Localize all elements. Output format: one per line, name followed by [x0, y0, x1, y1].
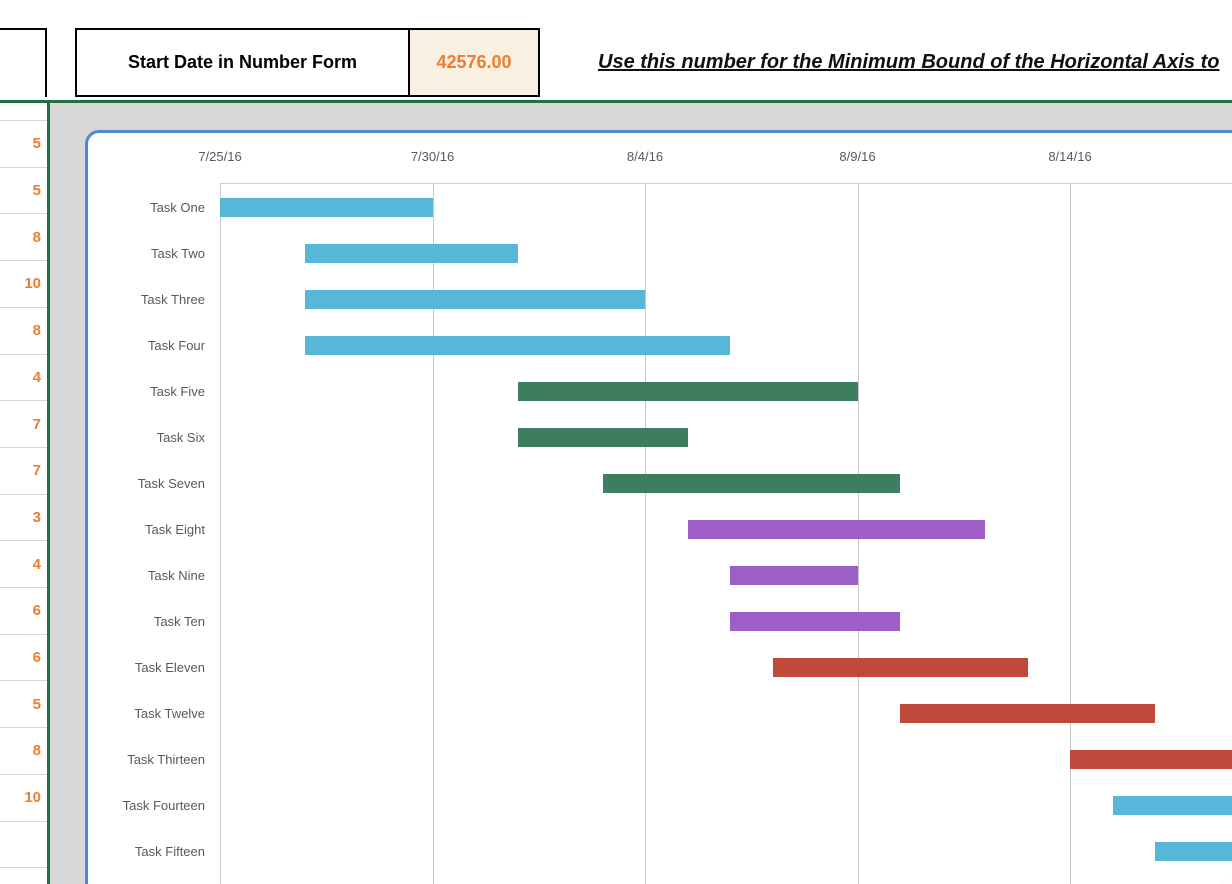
gridline — [220, 183, 221, 884]
axis-tick-label: 8/14/16 — [1048, 149, 1092, 164]
axis-instruction-note[interactable]: Use this number for the Minimum Bound of… — [598, 51, 1220, 73]
chart-background: 7/25/16 7/30/16 8/4/16 8/9/16 8/14/16 Task On… — [50, 103, 1232, 884]
value-axis-line — [220, 183, 1232, 184]
row-duration-cell[interactable]: 5 — [0, 120, 47, 167]
gantt-bar[interactable] — [220, 197, 433, 217]
gantt-bar[interactable] — [305, 335, 730, 355]
task-label: Task Ten — [153, 613, 205, 629]
row-duration-cell[interactable]: 10 — [0, 773, 47, 821]
empty-cell[interactable] — [0, 28, 47, 97]
gantt-row: Task Two — [88, 230, 1232, 276]
task-label: Task Thirteen — [127, 751, 205, 767]
row-duration-cell[interactable]: 7 — [0, 446, 47, 494]
gantt-row: Task One — [88, 184, 1232, 230]
gridline — [645, 183, 646, 884]
task-label: Task Twelve — [134, 705, 205, 721]
task-label: Task Two — [151, 245, 205, 261]
gantt-row: Task Six — [88, 414, 1232, 460]
task-label: Task Three — [140, 291, 205, 307]
row-duration-cell[interactable]: 8 — [0, 306, 47, 354]
gantt-bar[interactable] — [772, 657, 1028, 677]
gantt-row: Task Eight — [88, 506, 1232, 552]
gantt-row: Task Ten — [88, 598, 1232, 644]
task-label: Task Fourteen — [122, 797, 205, 813]
gantt-row: Task Nine — [88, 552, 1232, 598]
task-label: Task Seven — [137, 475, 205, 491]
axis-tick-label: 8/9/16 — [839, 149, 876, 164]
row-duration-cell[interactable]: 4 — [0, 353, 47, 401]
gantt-row: Task Fourteen — [88, 782, 1232, 828]
gantt-bar[interactable] — [900, 703, 1155, 723]
row-duration-cell[interactable]: 10 — [0, 260, 47, 307]
gantt-row: Task Fifteen — [88, 828, 1232, 874]
gantt-bar[interactable] — [602, 473, 900, 493]
row-duration-cell[interactable]: 6 — [0, 587, 47, 634]
gantt-bar[interactable] — [687, 519, 985, 539]
row-duration-cell[interactable] — [0, 820, 47, 868]
gantt-row: Task Three — [88, 276, 1232, 322]
gridline — [1070, 183, 1071, 884]
row-duration-cell[interactable]: 8 — [0, 213, 47, 260]
task-label: Task Eight — [145, 521, 205, 537]
gantt-bar[interactable] — [1155, 841, 1232, 861]
start-date-label-cell[interactable]: Start Date in Number Form — [75, 28, 410, 97]
row-duration-cell[interactable]: 5 — [0, 166, 47, 214]
axis-tick-label: 7/30/16 — [410, 149, 455, 164]
task-label: Task Six — [156, 429, 205, 445]
task-label: Task Five — [150, 383, 205, 399]
task-label: Task Four — [147, 337, 205, 353]
gantt-bar[interactable] — [305, 289, 645, 309]
gantt-bar[interactable] — [1070, 749, 1232, 769]
row-duration-cell[interactable] — [0, 867, 47, 884]
start-date-value-cell[interactable]: 42576.00 — [410, 28, 540, 97]
gantt-bar[interactable] — [1112, 795, 1232, 815]
axis-tick-label: 7/25/16 — [198, 149, 242, 164]
gantt-bar[interactable] — [517, 381, 858, 401]
gantt-chart[interactable]: 7/25/16 7/30/16 8/4/16 8/9/16 8/14/16 Task On… — [85, 130, 1232, 884]
gantt-bar[interactable] — [305, 243, 518, 263]
gantt-row: Task Four — [88, 322, 1232, 368]
row-duration-cell[interactable]: 3 — [0, 493, 47, 541]
gridline — [432, 183, 434, 884]
gantt-row: Task Thirteen — [88, 736, 1232, 782]
gantt-bar[interactable] — [730, 565, 858, 585]
task-label: Task Nine — [147, 567, 205, 583]
row-duration-cell[interactable]: 8 — [0, 727, 47, 774]
row-duration-cell[interactable]: 5 — [0, 680, 47, 727]
axis-tick-label: 8/4/16 — [626, 149, 664, 164]
sheet-border-line-horizontal — [0, 100, 1232, 103]
task-label: Task Eleven — [134, 659, 205, 675]
sheet-border-line-vertical — [47, 100, 50, 884]
row-header-column: 5 5 8 10 8 4 7 7 3 4 6 6 5 8 10 — [0, 0, 47, 884]
gantt-row: Task Eleven — [88, 644, 1232, 690]
gantt-row: Task Five — [88, 368, 1232, 414]
row-duration-cell[interactable]: 7 — [0, 400, 47, 447]
gantt-bar[interactable] — [517, 427, 688, 447]
row-duration-cell[interactable]: 4 — [0, 540, 47, 587]
task-label: Task Fifteen — [134, 843, 205, 859]
gantt-row: Task Twelve — [88, 690, 1232, 736]
row-duration-cell[interactable]: 6 — [0, 633, 47, 681]
gantt-bar[interactable] — [730, 611, 900, 631]
task-label: Task One — [150, 199, 205, 215]
gantt-row: Task Seven — [88, 460, 1232, 506]
